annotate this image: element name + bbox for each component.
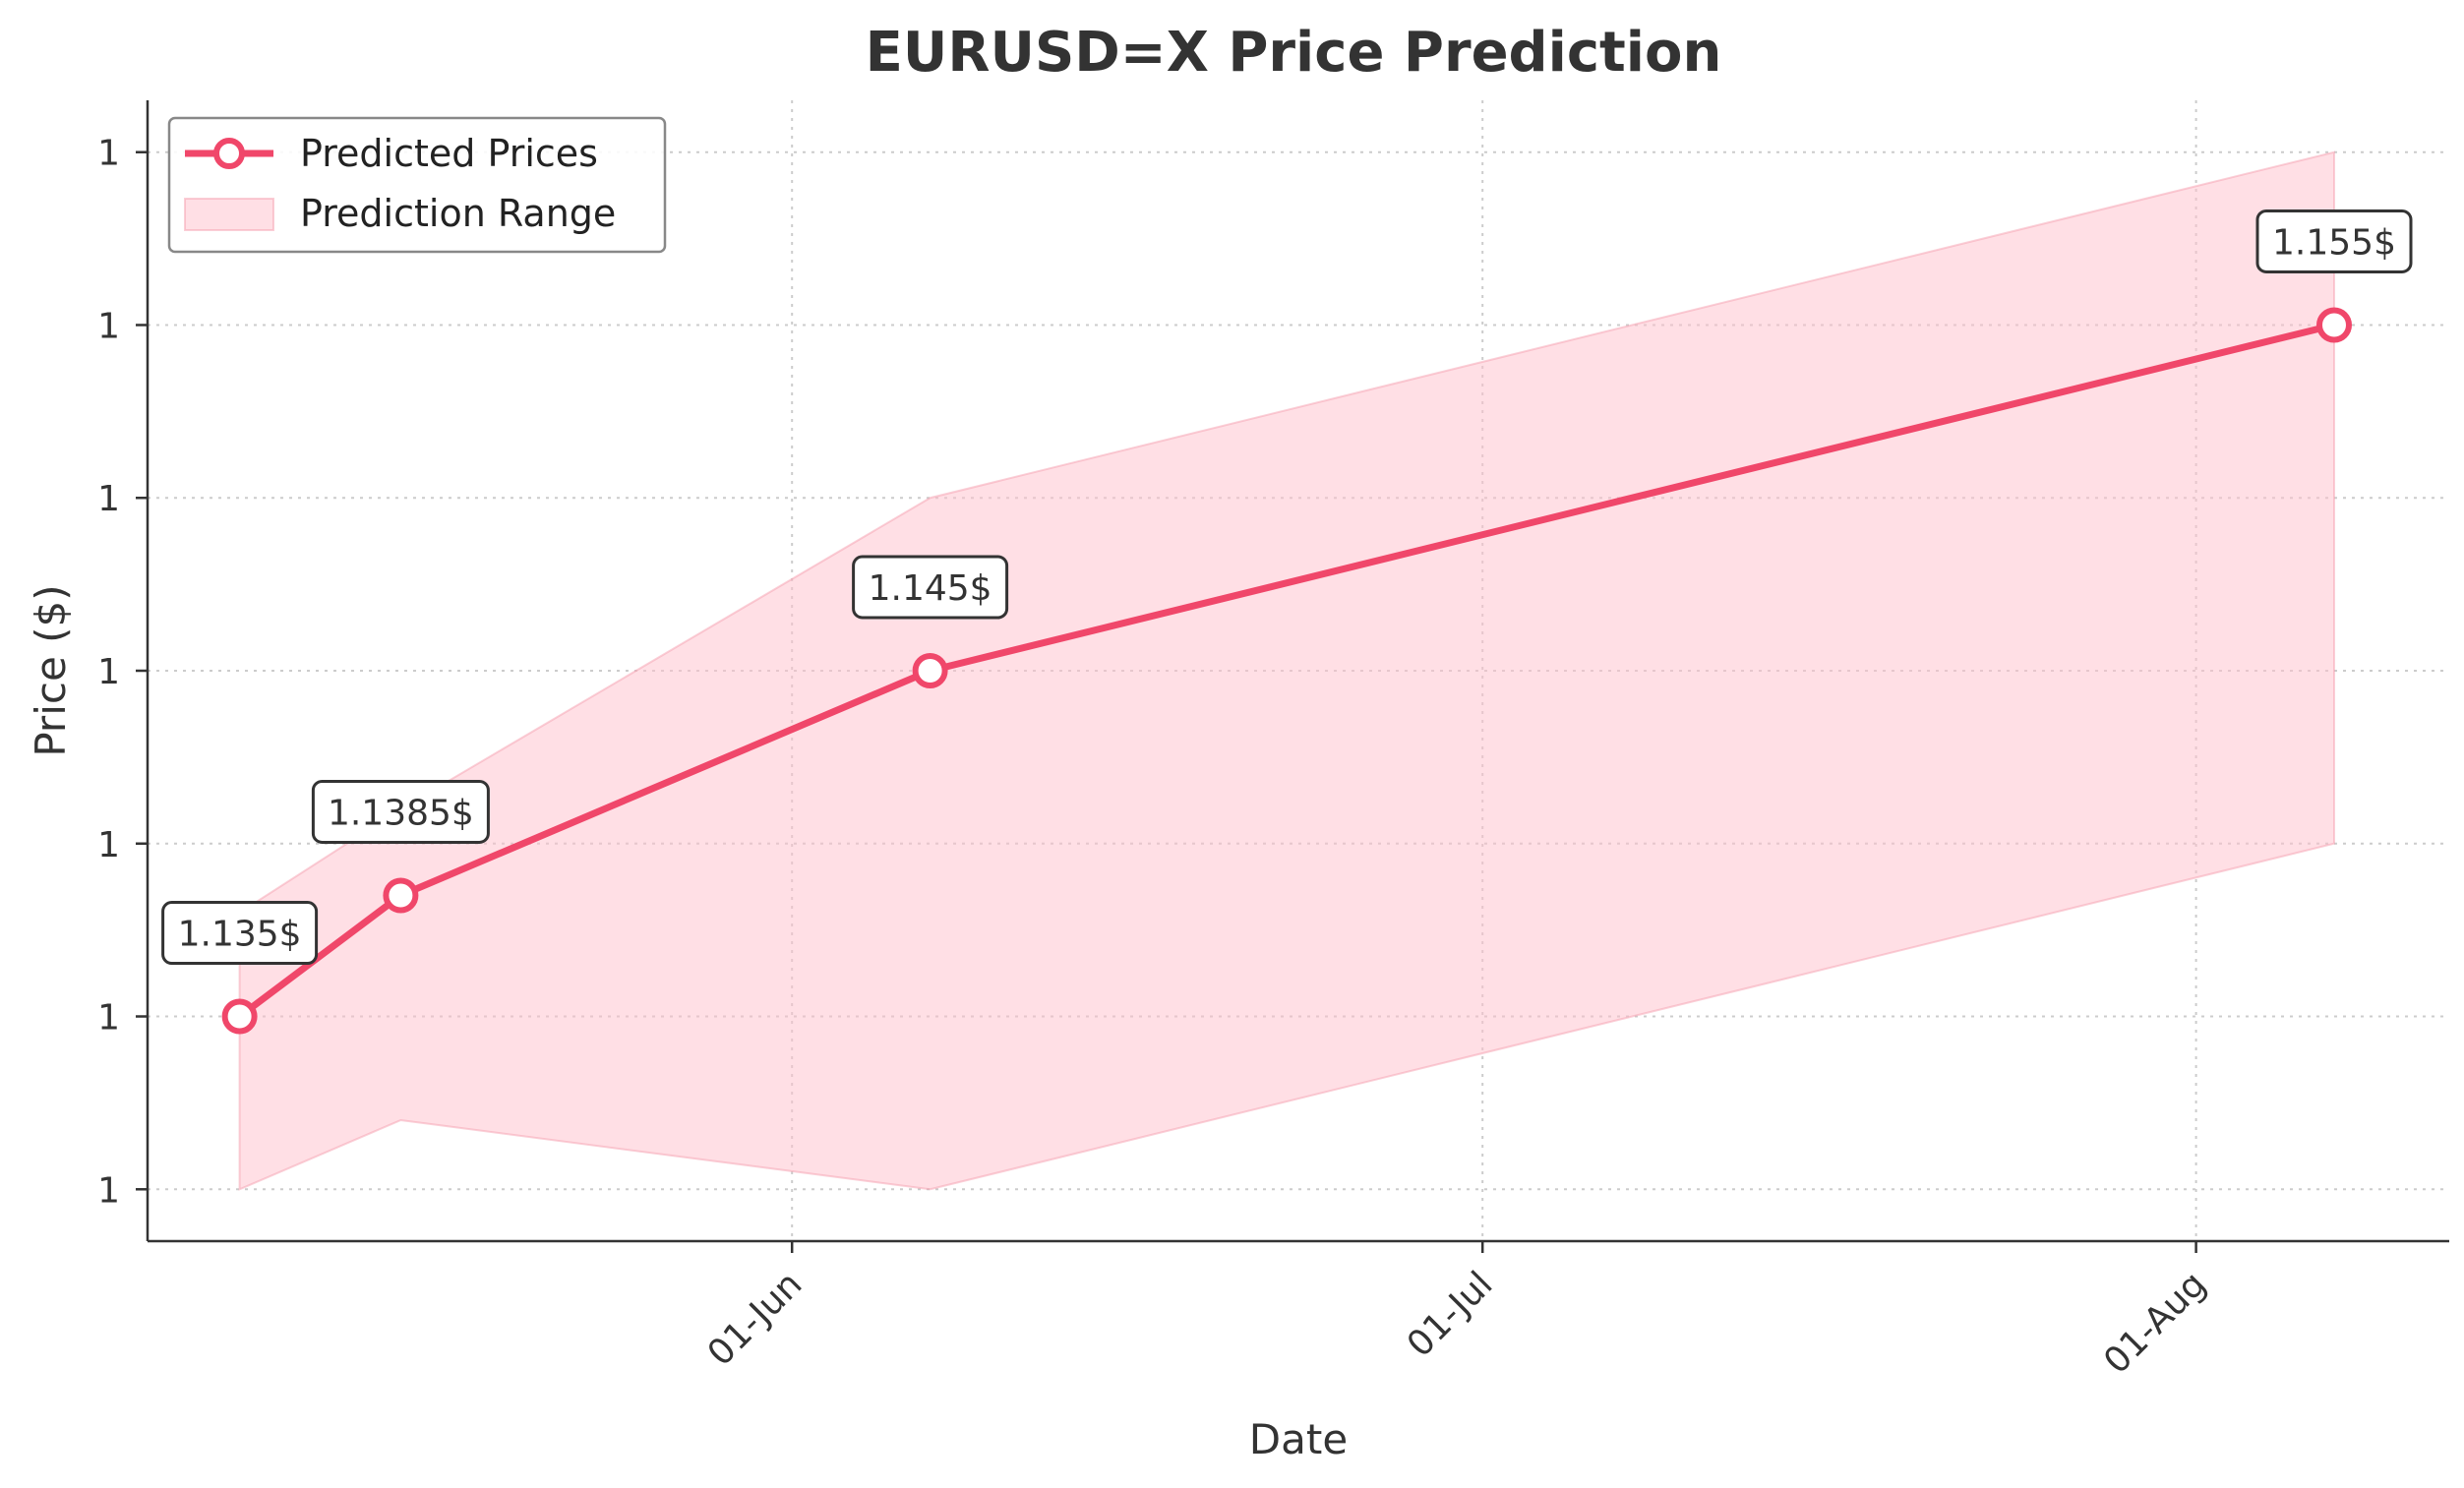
x-tick-label: 01-Jul [1400,1264,1501,1365]
prediction-range-band [238,150,2335,1191]
x-ticks: 01-Jun 01-Jul 01-Aug [700,1241,2214,1382]
data-label: 1.135$ [178,915,302,955]
legend-marker-swatch [213,138,245,169]
data-label-group: 1.1385$ [311,779,490,844]
y-tick-label: 1 [97,1170,120,1211]
chart-title: EURUSD=X Price Prediction [866,21,1722,85]
data-label-box [161,901,319,966]
data-points [221,307,2352,1035]
data-label-box [311,779,490,844]
data-label-group: 1.145$ [852,555,1009,620]
data-label-box [2255,208,2413,273]
legend-frame [167,116,667,254]
data-point [2316,307,2352,343]
y-tick-label: 1 [97,306,120,346]
x-axis-label: Date [1249,1415,1348,1463]
x-tick-label: 01-Aug [2096,1264,2214,1382]
x-tick-label: 01-Jun [700,1264,811,1374]
predicted-prices-line [237,322,2335,1020]
legend: Predicted Prices Prediction Range [167,116,667,254]
data-label-box [852,555,1009,620]
data-label-group: 1.135$ [161,901,319,966]
data-point [221,998,258,1035]
data-label: 1.145$ [869,568,992,609]
data-labels: 1.135$ 1.1385$ 1.145$ 1.155$ [161,208,2413,966]
y-tick-label: 1 [97,652,120,692]
legend-label-predicted: Predicted Prices [300,132,598,175]
data-label: 1.1385$ [328,793,474,833]
y-ticks: 1 1 1 1 1 1 1 [97,134,148,1211]
y-tick-label: 1 [97,479,120,519]
y-tick-label: 1 [97,998,120,1039]
data-label: 1.155$ [2272,222,2396,263]
data-point [383,877,419,914]
y-tick-label: 1 [97,134,120,174]
data-point [912,653,948,688]
y-axis-label: Price ($) [27,584,75,756]
data-label-group: 1.155$ [2255,208,2413,273]
legend-label-range: Prediction Range [300,192,616,235]
y-tick-label: 1 [97,825,120,865]
legend-band-swatch [184,198,274,231]
